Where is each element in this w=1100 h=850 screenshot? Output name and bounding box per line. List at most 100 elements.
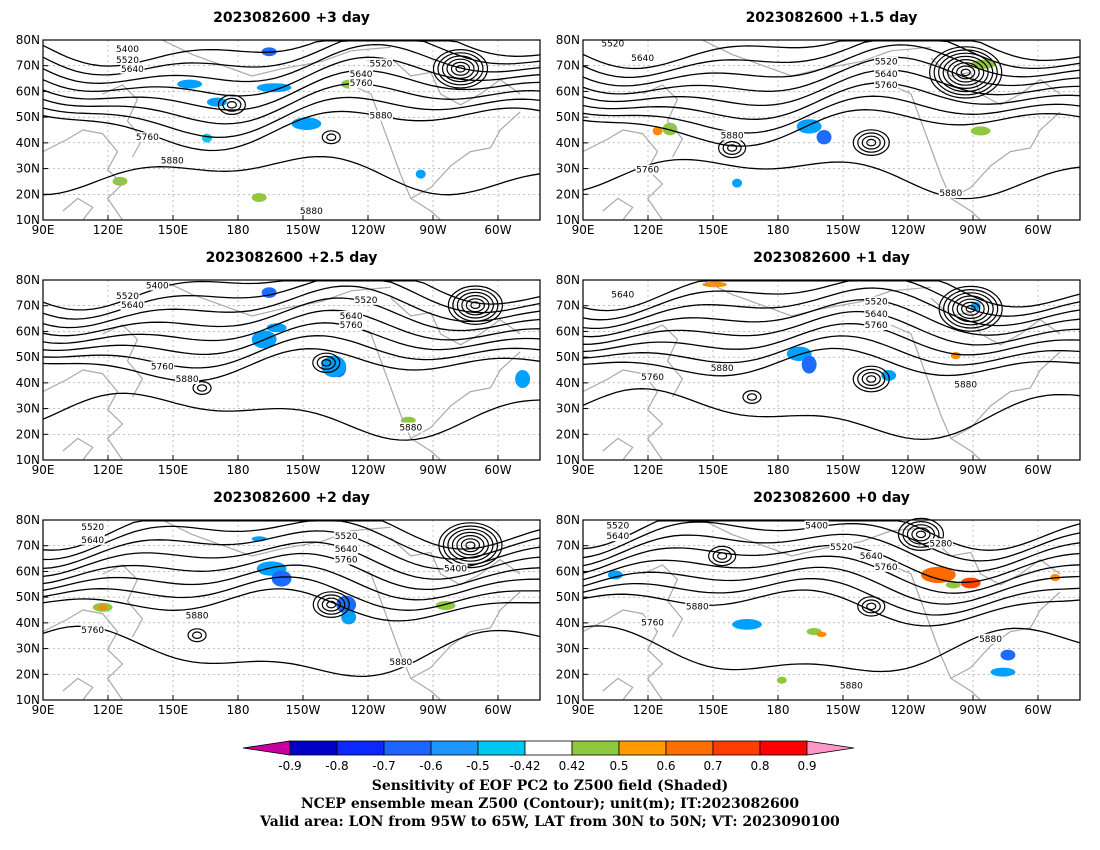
z500-contour [947, 292, 994, 326]
z500-contour [432, 49, 489, 89]
z500-contour [582, 95, 1081, 134]
contour-label: 5520 [601, 40, 624, 50]
z500-contour [470, 301, 481, 310]
z500-contour [442, 525, 499, 566]
contour-label: 5760 [335, 556, 358, 566]
contour-label-bg [874, 69, 899, 80]
contour-label: 5400 [444, 565, 467, 575]
z500-contour [191, 631, 203, 640]
z500-contour [456, 535, 485, 556]
contour-label: 5760 [636, 166, 659, 176]
contour-label-bg [80, 534, 105, 545]
contour-label: 5880 [954, 380, 977, 390]
lat-tick-label: 80N [16, 33, 40, 47]
lon-tick-label: 90W [419, 223, 446, 237]
colorbar-bin [524, 740, 573, 756]
sensitivity-shade [177, 79, 203, 89]
map-panel-0: 2023082600 +3 day54005520564055205640576… [16, 10, 541, 237]
lon-tick-label: 150W [826, 223, 861, 237]
colorbar-tick-label: -0.8 [325, 759, 348, 773]
z500-contour [726, 144, 738, 152]
lat-tick-label: 50N [556, 350, 580, 364]
z500-contour [42, 83, 541, 125]
sensitivity-shade [97, 604, 108, 610]
panel-title: 2023082600 +2 day [213, 490, 370, 506]
z500-contour [42, 552, 541, 591]
colorbar-bin [430, 740, 479, 756]
z500-contour [582, 40, 1081, 70]
contour-label-bg [600, 38, 625, 49]
z500-contour [465, 298, 485, 313]
contour-label-bg [640, 617, 665, 628]
contour-label-bg [874, 561, 899, 572]
z500-contour [582, 347, 1081, 377]
plot-frame [582, 519, 1081, 701]
lat-tick-label: 10N [556, 693, 580, 707]
coastline [390, 537, 521, 586]
coastline [602, 197, 634, 221]
lat-tick-label: 30N [16, 642, 40, 656]
colorbar-tick-label: 0.5 [609, 759, 628, 773]
caption-line: Sensitivity of EOF PC2 to Z500 field (Sh… [372, 778, 728, 794]
contour-label-bg [953, 379, 978, 390]
lon-tick-label: 120E [93, 703, 124, 717]
colorbar-tick-label: -0.5 [466, 759, 489, 773]
z500-contour [861, 372, 881, 387]
lon-tick-label: 120E [633, 223, 664, 237]
z500-contour [192, 381, 212, 396]
lat-tick-label: 20N [16, 667, 40, 681]
panel-title: 2023082600 +3 day [213, 10, 370, 26]
lon-tick-label: 60W [484, 463, 511, 477]
contour-label: 5880 [939, 189, 962, 199]
z500-contour [861, 135, 881, 150]
colorbar-bin [665, 740, 714, 756]
z500-contour [321, 597, 341, 612]
sensitivity-shade [816, 631, 827, 637]
z500-contour [897, 517, 945, 552]
lon-tick-label: 180 [227, 223, 250, 237]
z500-contour [938, 52, 994, 93]
z500-contour [312, 591, 350, 618]
coastline [950, 111, 1061, 199]
colorbar-tick-label: 0.6 [656, 759, 675, 773]
z500-contour [42, 155, 541, 196]
contour-label: 5640 [860, 552, 883, 562]
lat-tick-label: 50N [16, 590, 40, 604]
lon-tick-label: 150W [286, 703, 321, 717]
lat-tick-label: 80N [556, 33, 580, 47]
contour-label: 5640 [81, 536, 104, 546]
coastline [950, 351, 1061, 439]
lon-tick-label: 150E [158, 463, 189, 477]
contour-label-bg [610, 289, 635, 300]
contour-label: 5640 [121, 65, 144, 75]
z500-contour [461, 295, 490, 316]
lon-tick-label: 90E [572, 703, 595, 717]
z500-contour [866, 375, 877, 383]
coastline [702, 519, 931, 557]
lat-tick-label: 60N [556, 84, 580, 98]
colorbar-extend-high [806, 740, 855, 756]
coastline [350, 564, 442, 701]
z500-contour [438, 522, 503, 569]
z500-contour [717, 552, 728, 560]
z500-contour [42, 564, 540, 601]
contour-label: 5760 [81, 626, 104, 636]
sensitivity-shade [202, 133, 212, 143]
contour-label-bg [120, 63, 145, 74]
lat-tick-label: 70N [16, 59, 40, 73]
colorbar-bin [759, 740, 808, 756]
z500-contour [956, 298, 985, 319]
contour-label-bg [938, 188, 963, 198]
lon-tick-label: 150W [286, 463, 321, 477]
z500-contour [42, 107, 541, 152]
z500-contour [861, 599, 881, 614]
z500-contour [42, 69, 541, 111]
z500-contour [217, 94, 246, 116]
z500-contour [321, 358, 332, 367]
contour-label: 5520 [335, 532, 358, 542]
colorbar-bin [477, 740, 526, 756]
lat-tick-label: 20N [556, 187, 580, 201]
